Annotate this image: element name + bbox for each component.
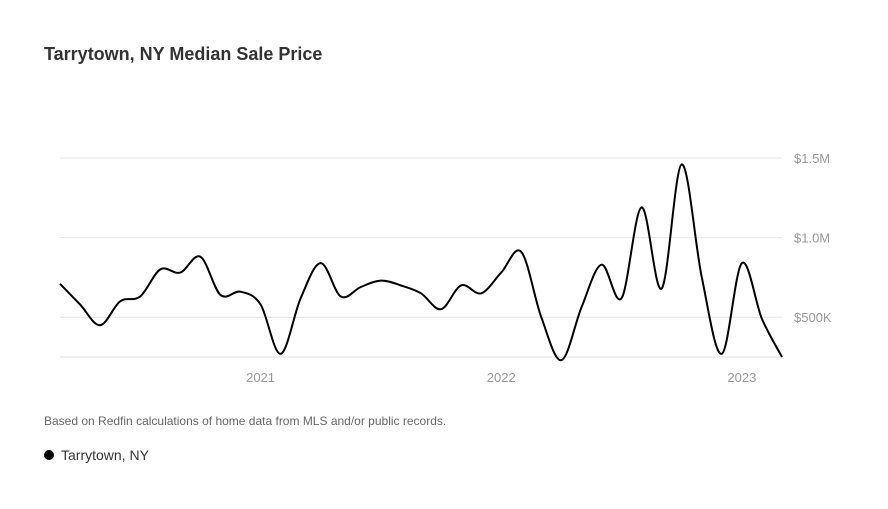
data-point <box>97 322 103 328</box>
x-axis-ticks: 2021 2022 2023 <box>246 370 756 385</box>
data-point <box>298 295 304 301</box>
chart-title: Tarrytown, NY Median Sale Price <box>44 44 323 64</box>
data-point <box>498 270 504 276</box>
data-point <box>137 294 143 300</box>
data-point <box>599 262 605 268</box>
data-point <box>177 270 183 276</box>
legend-label: Tarrytown, NY <box>61 447 149 463</box>
data-point <box>258 301 264 307</box>
data-point <box>639 204 645 210</box>
data-point <box>558 357 564 363</box>
data-point <box>157 266 163 272</box>
legend-marker <box>44 450 54 460</box>
series-layer <box>57 161 785 363</box>
data-point <box>418 290 424 296</box>
data-point <box>619 295 625 301</box>
data-point <box>57 281 63 287</box>
y-tick-label: $1.0M <box>794 231 830 246</box>
data-point <box>318 260 324 266</box>
data-point <box>117 298 123 304</box>
data-point <box>77 301 83 307</box>
data-point <box>679 161 685 167</box>
x-tick-label: 2021 <box>246 370 275 385</box>
x-tick-label: 2022 <box>487 370 516 385</box>
data-point <box>699 274 705 280</box>
y-tick-label: $500K <box>794 310 832 325</box>
x-tick-label: 2023 <box>727 370 756 385</box>
data-point <box>398 282 404 288</box>
data-point <box>739 260 745 266</box>
data-point <box>659 286 665 292</box>
data-point <box>238 289 244 295</box>
series-line-0 <box>59 163 783 362</box>
data-point <box>518 249 524 255</box>
data-point <box>578 305 584 311</box>
data-point <box>538 314 544 320</box>
data-point <box>378 278 384 284</box>
y-tick-label: $1.5M <box>794 151 830 166</box>
data-point <box>779 354 785 360</box>
grid-lines <box>60 157 782 358</box>
y-axis-ticks: $500K $1.0M $1.5M <box>794 151 832 325</box>
data-point <box>719 351 725 357</box>
data-point <box>478 290 484 296</box>
data-point <box>197 254 203 260</box>
data-point <box>438 306 444 312</box>
data-point <box>338 294 344 300</box>
data-point <box>217 292 223 298</box>
footnote: Based on Redfin calculations of home dat… <box>44 414 447 428</box>
data-point <box>278 351 284 357</box>
data-point <box>358 284 364 290</box>
data-point <box>458 282 464 288</box>
data-point <box>759 316 765 322</box>
legend: Tarrytown, NY <box>44 447 149 463</box>
